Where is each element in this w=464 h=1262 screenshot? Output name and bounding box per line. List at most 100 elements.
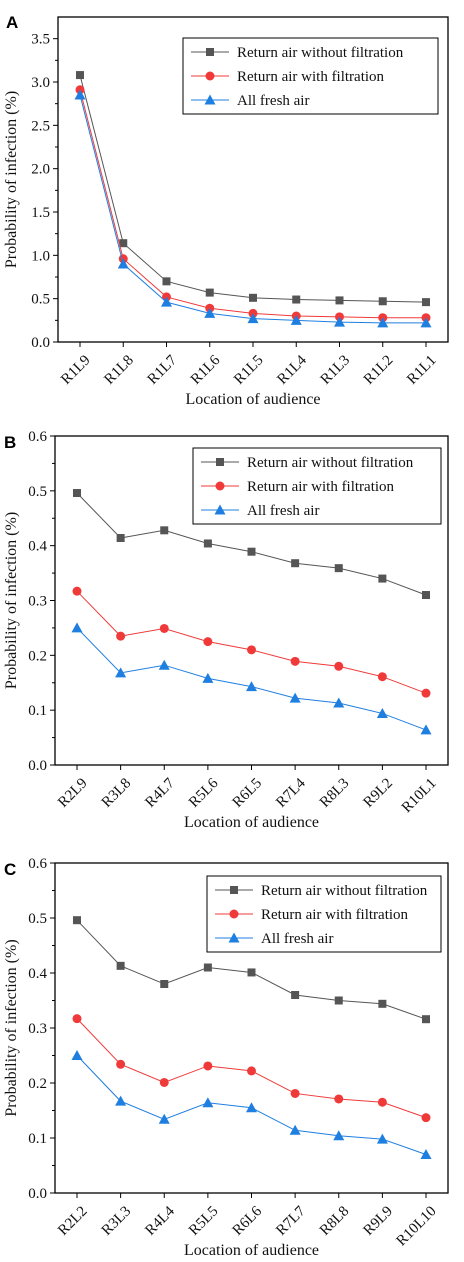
data-point — [117, 258, 129, 269]
y-tick-label: 0.5 — [31, 292, 50, 308]
panel-label: C — [4, 860, 16, 879]
data-point — [289, 1124, 301, 1135]
data-point — [289, 692, 301, 703]
data-point — [160, 980, 169, 988]
legend-label: All fresh air — [247, 503, 319, 519]
data-point — [159, 1077, 169, 1087]
data-point — [335, 296, 344, 305]
series-0 — [73, 489, 430, 600]
x-tick-label: R3L8 — [99, 775, 134, 810]
x-tick-label: R6L6 — [230, 1203, 266, 1239]
y-tick-label: 0.4 — [28, 539, 47, 555]
legend-label: Return air with filtration — [261, 907, 409, 923]
data-point — [246, 681, 257, 692]
x-tick-label: R2L2 — [55, 1203, 90, 1238]
y-tick-label: 0.2 — [28, 1076, 47, 1092]
data-point — [291, 559, 300, 568]
data-point — [247, 313, 259, 324]
data-point — [334, 661, 344, 671]
y-axis-title: Probability of infection (%) — [3, 512, 20, 689]
data-point — [421, 1113, 431, 1123]
legend-label: All fresh air — [261, 931, 333, 947]
y-tick-label: 2.5 — [31, 118, 50, 134]
data-point — [116, 961, 125, 970]
data-point — [290, 314, 302, 325]
x-tick-label: R9L9 — [361, 1203, 396, 1238]
data-point — [116, 533, 125, 542]
data-point — [290, 1088, 300, 1098]
legend: Return air without filtration Return air … — [192, 447, 442, 525]
x-tick-label: R1L4 — [274, 352, 310, 388]
y-tick-label: 0.6 — [28, 429, 47, 445]
data-point — [378, 297, 387, 306]
x-tick-label: R8L3 — [317, 775, 352, 810]
data-point — [333, 697, 345, 708]
data-point — [72, 586, 82, 596]
x-tick-label: R6L5 — [230, 775, 265, 810]
y-tick-label: 3.5 — [31, 32, 50, 48]
legend-marker — [230, 886, 238, 894]
series-line — [76, 590, 427, 694]
series-2 — [71, 1050, 432, 1159]
x-tick-label: R1L9 — [58, 352, 93, 387]
data-point — [160, 526, 169, 535]
x-tick-label: R10L10 — [394, 1203, 440, 1249]
x-tick-label: R8L8 — [317, 1203, 352, 1238]
data-point — [71, 622, 83, 633]
data-point — [159, 623, 169, 633]
legend-marker — [228, 932, 240, 943]
panel-label: A — [6, 13, 18, 32]
y-tick-label: 0.1 — [28, 703, 47, 719]
data-point — [161, 296, 172, 307]
legend-marker — [204, 94, 216, 105]
panel-label: B — [4, 433, 16, 452]
x-tick-label: R1L3 — [318, 352, 353, 387]
y-tick-label: 0.5 — [28, 484, 47, 500]
data-point — [377, 317, 389, 328]
data-point — [292, 295, 301, 304]
data-point — [115, 1095, 127, 1106]
legend-marker — [205, 71, 215, 81]
legend-label: Return air without filtration — [247, 455, 414, 471]
y-tick-label: 0.4 — [28, 966, 47, 982]
series-line — [79, 94, 426, 324]
x-tick-label: R2L9 — [55, 775, 90, 810]
legend-label: Return air with filtration — [237, 69, 385, 85]
x-tick-label: R1L2 — [361, 352, 396, 387]
data-point — [202, 1097, 214, 1108]
data-point — [378, 574, 387, 583]
data-point — [377, 672, 387, 682]
data-point — [203, 1061, 213, 1071]
data-point — [376, 707, 388, 718]
data-point — [76, 71, 84, 80]
data-point — [420, 724, 432, 735]
y-axis-title: Probability of infection (%) — [3, 939, 20, 1116]
series-1 — [75, 85, 431, 323]
legend: Return air without filtration Return air … — [206, 875, 442, 953]
y-tick-label: 0.1 — [28, 1131, 47, 1147]
data-point — [158, 1113, 170, 1124]
data-point — [203, 963, 212, 972]
x-axis-title: Location of audience — [184, 814, 319, 831]
data-point — [420, 1149, 432, 1159]
data-point — [115, 667, 127, 678]
x-tick-label: R1L8 — [101, 352, 136, 387]
series-2 — [74, 89, 432, 328]
y-tick-label: 0.3 — [28, 594, 47, 610]
data-point — [158, 659, 170, 670]
y-tick-label: 1.5 — [31, 205, 50, 221]
data-point — [334, 564, 343, 573]
x-tick-label: R3L3 — [99, 1203, 134, 1238]
legend-label: All fresh air — [237, 93, 309, 109]
data-point — [334, 1094, 344, 1104]
data-point — [249, 293, 257, 302]
data-point — [290, 656, 300, 666]
legend-marker — [216, 458, 224, 466]
y-tick-label: 0.5 — [28, 911, 47, 927]
y-tick-label: 0.6 — [28, 856, 47, 872]
data-point — [334, 316, 345, 327]
chart-panel-c: C 0.0 0.1 0.2 0.3 0.4 0.5 0.6 R2L2 R3L3 R4L4 R5L5 R6… — [3, 856, 449, 1259]
series-1 — [72, 1014, 431, 1123]
